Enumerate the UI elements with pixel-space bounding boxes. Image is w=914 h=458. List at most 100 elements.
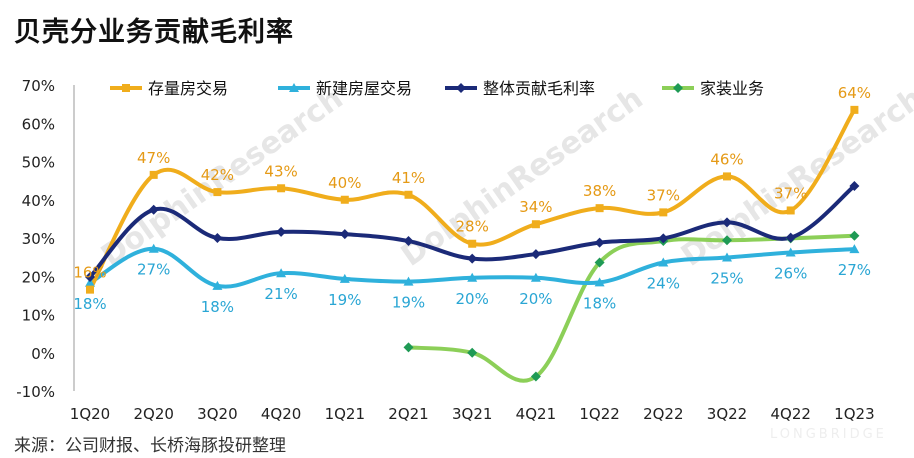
data-point <box>594 257 605 268</box>
data-point <box>785 232 796 243</box>
data-point <box>594 237 605 248</box>
data-point <box>849 230 860 241</box>
x-tick-label: 1Q23 <box>834 405 874 423</box>
y-tick-label: 50% <box>22 154 55 172</box>
data-label: 38% <box>583 182 616 200</box>
data-point <box>467 272 478 282</box>
y-tick-label: 60% <box>22 115 55 133</box>
legend-label: 存量房交易 <box>148 79 228 98</box>
y-tick-label: 0% <box>31 345 55 363</box>
data-point <box>530 249 541 260</box>
x-tick-label: 1Q22 <box>579 405 619 423</box>
data-point <box>148 243 159 253</box>
data-point <box>404 190 413 199</box>
data-point <box>85 277 95 287</box>
data-label: 19% <box>392 294 425 312</box>
x-tick-label: 2Q20 <box>133 405 173 423</box>
y-tick-label: -10% <box>16 383 55 401</box>
data-point <box>849 180 860 191</box>
data-point <box>403 276 414 286</box>
x-tick-label: 3Q21 <box>452 405 492 423</box>
data-point <box>849 244 860 254</box>
data-label: 24% <box>647 274 680 292</box>
legend-marker <box>122 84 130 92</box>
data-label: 47% <box>137 149 170 167</box>
x-tick-label: 3Q20 <box>197 405 237 423</box>
x-tick-label: 2Q22 <box>643 405 683 423</box>
y-tick-label: 20% <box>22 268 55 286</box>
data-point <box>467 347 478 358</box>
data-point <box>86 285 94 294</box>
watermark-small: LONGBRIDGE <box>770 427 887 442</box>
data-label: 26% <box>774 265 807 283</box>
data-point <box>530 371 541 382</box>
data-label: 20% <box>456 290 489 308</box>
data-point <box>148 204 159 215</box>
y-tick-label: 40% <box>22 192 55 210</box>
data-point <box>785 247 796 257</box>
data-point <box>850 105 859 114</box>
data-point <box>658 233 669 244</box>
data-point <box>85 272 95 283</box>
data-label: 40% <box>328 174 361 192</box>
x-tick-label: 1Q21 <box>325 405 365 423</box>
data-label: 64% <box>838 84 871 102</box>
y-tick-label: 10% <box>22 307 55 325</box>
data-label: 18% <box>583 294 616 312</box>
data-point <box>277 184 286 193</box>
data-point <box>339 229 350 240</box>
data-label: 20% <box>519 290 552 308</box>
data-label: 21% <box>264 285 297 303</box>
data-label: 42% <box>201 166 234 184</box>
data-point <box>658 257 669 267</box>
data-point <box>531 220 540 229</box>
y-tick-label: 30% <box>22 230 55 248</box>
data-point <box>276 268 287 278</box>
source-note: 来源：公司财报、长桥海豚投研整理 <box>14 436 286 456</box>
axes: 70% 60% 50% 40% 30% 20% 10% 0% -10% 1Q20 2Q20 3Q20 4… <box>16 77 874 423</box>
data-point <box>212 280 223 290</box>
legend-label: 整体贡献毛利率 <box>483 79 595 98</box>
data-point <box>340 195 349 204</box>
x-tick-label: 4Q21 <box>516 405 556 423</box>
data-label: 37% <box>774 184 807 202</box>
data-label: 16% <box>73 264 106 282</box>
data-point <box>595 204 604 213</box>
x-tick-label: 4Q20 <box>261 405 301 423</box>
data-point <box>149 170 158 179</box>
data-point <box>722 217 732 228</box>
x-tick-label: 2Q21 <box>388 405 428 423</box>
data-label: 19% <box>328 291 361 309</box>
legend-label: 家装业务 <box>700 79 764 98</box>
data-point <box>530 272 541 282</box>
data-labels: 16% 47% 42% 43% 40% 41% 28% 34% 38% 37% 46% 37% 64% 1… <box>73 84 871 316</box>
data-point <box>594 277 605 287</box>
legend-marker <box>289 83 299 92</box>
data-point <box>659 208 668 217</box>
data-label: 34% <box>519 198 552 216</box>
data-point <box>723 172 731 181</box>
data-point <box>276 226 287 237</box>
x-tick-label: 1Q20 <box>70 405 110 423</box>
data-point <box>468 239 477 248</box>
x-tick-label: 4Q22 <box>770 405 810 423</box>
data-label: 28% <box>456 218 489 236</box>
data-point <box>722 252 732 262</box>
data-label: 27% <box>137 261 170 279</box>
data-point <box>722 235 732 246</box>
data-point <box>467 253 478 264</box>
y-tick-label: 70% <box>22 77 55 95</box>
data-label: 41% <box>392 169 425 187</box>
legend-marker <box>456 83 466 93</box>
data-label: 18% <box>201 298 234 316</box>
data-label: 18% <box>73 295 106 313</box>
series-markers <box>85 105 860 382</box>
data-point <box>339 273 350 283</box>
data-point <box>786 206 795 215</box>
data-point <box>213 188 222 197</box>
chart-title: 贝壳分业务贡献毛利率 <box>14 17 294 48</box>
data-label: 25% <box>710 270 743 288</box>
x-tick-label: 3Q22 <box>707 405 747 423</box>
data-point <box>403 342 414 353</box>
